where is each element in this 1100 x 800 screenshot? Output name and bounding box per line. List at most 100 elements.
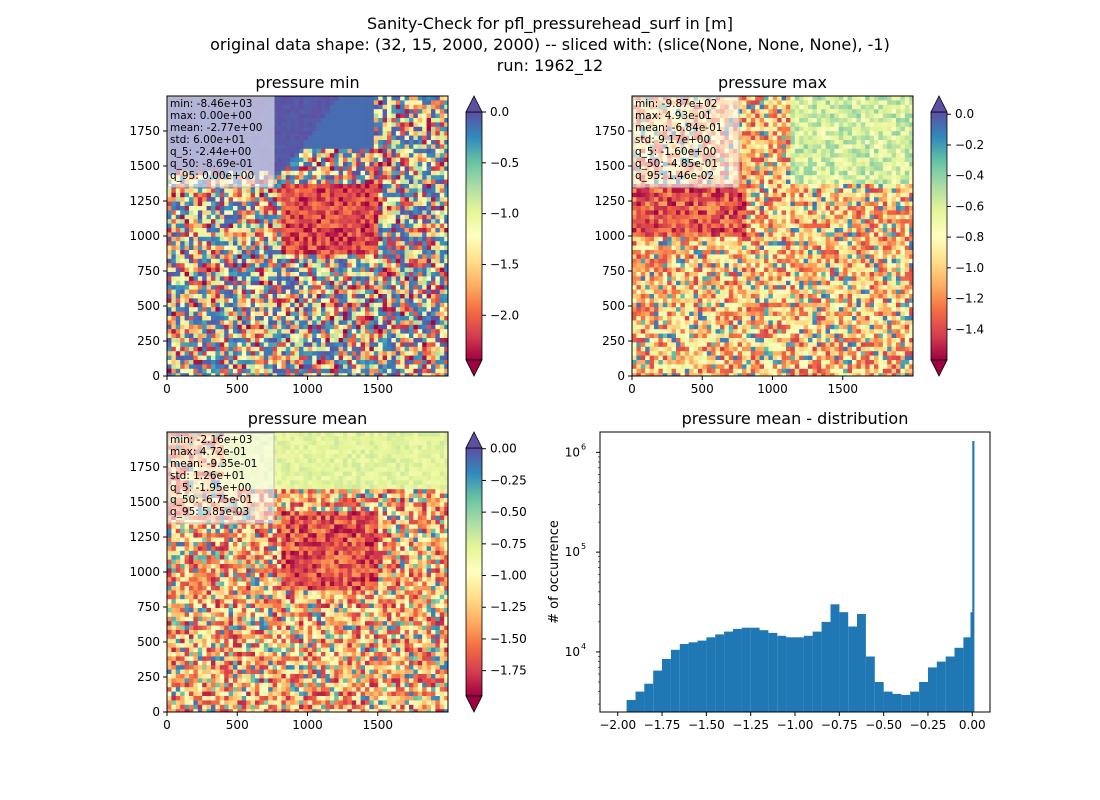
x-tick-label: −2.00 [599, 718, 636, 732]
y-tick-label: 500 [602, 299, 625, 313]
y-tick-label: 750 [137, 600, 160, 614]
x-tick-label: −1.25 [732, 718, 769, 732]
y-tick-label: 750 [602, 264, 625, 278]
y-tick-label: 500 [137, 299, 160, 313]
x-tick-label: 1500 [827, 382, 858, 396]
histogram-bar [972, 441, 975, 712]
panel-title: pressure mean [248, 409, 368, 428]
colorbar-tick-label: −1.5 [490, 257, 519, 271]
y-tick-label: 1500 [594, 159, 625, 173]
histogram-bar [688, 642, 698, 712]
colorbar-tick-label: −0.5 [490, 156, 519, 170]
x-tick-label: 500 [691, 382, 714, 396]
histogram-bar [768, 632, 778, 712]
histogram-bar [970, 612, 973, 712]
x-tick-label: 1500 [362, 718, 393, 732]
stats-line: q_50: -8.69e-01 [170, 158, 253, 170]
histogram-bar [786, 637, 795, 712]
histogram-bar [741, 627, 751, 712]
histogram-bar [839, 612, 849, 712]
y-tick-label: 0 [152, 369, 160, 383]
stats-line: std: 1.26e+01 [170, 470, 245, 482]
colorbar-tick-label: 0.0 [490, 105, 509, 119]
stats-line: max: 4.93e-01 [635, 110, 712, 122]
histogram-bar [706, 637, 716, 712]
histogram-bar [874, 682, 884, 712]
histogram-bar [936, 661, 946, 712]
x-tick-label: 500 [226, 382, 249, 396]
stats-line: q_95: 1.46e-02 [635, 170, 714, 182]
heatmap-panel-1: pressure min 0 500 1000 1500 0 250 500 750 1000 12… [129, 73, 519, 396]
histogram-bar [733, 628, 742, 712]
x-tick-label: 1000 [292, 382, 323, 396]
stats-line: q_95: 0.00e+00 [170, 170, 254, 182]
stats-line: min: -2.16e+03 [170, 434, 252, 446]
y-tick-label: 1000 [129, 229, 160, 243]
figure-title-line-2: original data shape: (32, 15, 2000, 2000… [210, 35, 890, 54]
colorbar-tick-label: −0.4 [955, 169, 984, 183]
stats-line: q_5: -1.95e+00 [170, 482, 251, 494]
histogram-bar [777, 635, 787, 712]
y-tick-label: 1000 [594, 229, 625, 243]
y-tick-label: 1750 [129, 124, 160, 138]
stats-line: mean: -6.84e-01 [635, 122, 722, 134]
colorbar-tick-label: −0.25 [490, 473, 527, 487]
y-tick-exponent: 6 [581, 442, 586, 451]
histogram-bar [679, 644, 689, 712]
x-tick-label: −0.50 [865, 718, 902, 732]
y-tick-label: 1250 [594, 194, 625, 208]
figure-title-line-3: run: 1962_12 [496, 56, 604, 75]
histogram-bar [910, 691, 920, 712]
stats-line: max: 0.00e+00 [170, 110, 252, 122]
histogram-bar [848, 626, 858, 712]
colorbar-tick-label: −1.2 [955, 292, 984, 306]
figure-title-line-1: Sanity-Check for pfl_pressurehead_surf i… [367, 14, 733, 33]
colorbar: 0.0 −0.5 −1.0 −1.5 −2.0 [465, 95, 519, 377]
x-tick-label: 0.00 [959, 718, 986, 732]
histogram-bar [857, 614, 866, 712]
stats-line: q_50: -4.85e-01 [635, 158, 718, 170]
colorbar-tick-label: −1.4 [955, 322, 984, 336]
histogram-bar [803, 635, 813, 712]
histogram-bar [697, 640, 707, 712]
histogram-bar [830, 604, 840, 712]
histogram-bar [662, 659, 671, 712]
x-tick-label: 1000 [292, 718, 323, 732]
stats-line: max: 4.72e-01 [170, 446, 247, 458]
y-tick-label: 1250 [129, 194, 160, 208]
colorbar-tick-label: −0.50 [490, 505, 527, 519]
x-tick-label: −1.00 [777, 718, 814, 732]
histogram-bar [670, 649, 680, 712]
stats-line: min: -8.46e+03 [170, 98, 252, 110]
stats-line: q_95: 5.85e-03 [170, 506, 249, 518]
histogram-bar [812, 631, 822, 712]
histogram-bars [626, 441, 975, 712]
histogram-bar [626, 700, 636, 712]
y-tick-label: 1500 [129, 495, 160, 509]
y-tick-label: 250 [602, 334, 625, 348]
x-tick-label: 0 [163, 718, 171, 732]
colorbar-tick-label: −1.00 [490, 569, 527, 583]
histogram-bar [795, 637, 804, 712]
histogram-bar [759, 630, 769, 712]
colorbar-tick-label: 0.00 [490, 442, 517, 456]
stats-line: mean: -9.35e-01 [170, 458, 257, 470]
x-tick-label: −1.75 [644, 718, 681, 732]
colorbar-tick-label: −1.0 [490, 207, 519, 221]
x-tick-label: 0 [163, 382, 171, 396]
y-tick-label: 750 [137, 264, 160, 278]
colorbar-tick-label: −0.75 [490, 537, 527, 551]
colorbar-tick-label: −0.8 [955, 230, 984, 244]
histogram-bar [928, 667, 937, 712]
y-tick-label: 0 [617, 369, 625, 383]
colorbar-tick-label: −1.25 [490, 600, 527, 614]
y-tick-label: 1750 [129, 460, 160, 474]
y-tick-label: 10 [565, 645, 580, 659]
colorbar-tick-label: −2.0 [490, 308, 519, 322]
histogram-bar [715, 634, 725, 712]
x-tick-label: −0.25 [910, 718, 947, 732]
colorbar-tick-label: −0.6 [955, 199, 984, 213]
